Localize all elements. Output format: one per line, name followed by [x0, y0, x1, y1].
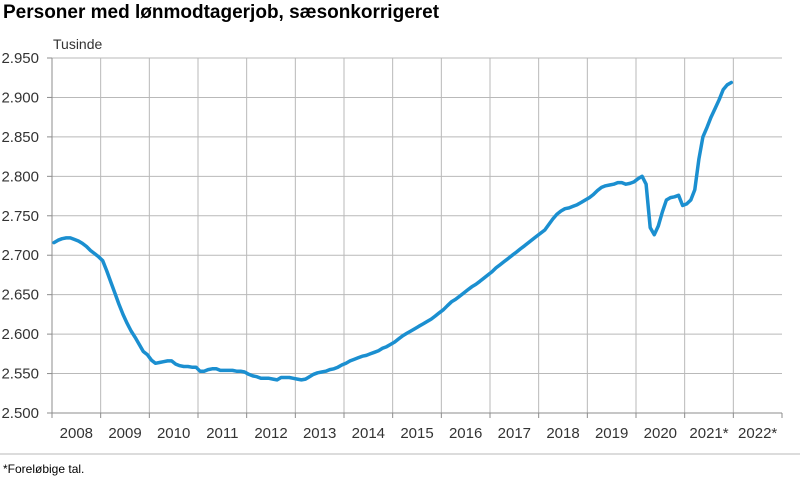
x-tick-label: 2011	[206, 425, 238, 442]
y-axis-unit-label: Tusinde	[53, 36, 103, 52]
x-tick-label: 2012	[254, 425, 287, 442]
x-tick-label: 2018	[546, 425, 579, 442]
x-tick-label: 2019	[595, 425, 628, 442]
y-tick-label: 2.550	[1, 366, 39, 383]
x-tick-label: 2008	[60, 425, 93, 442]
y-tick-label: 2.800	[1, 168, 39, 185]
x-tick-label: 2016	[449, 425, 482, 442]
x-tick-label: 2014	[352, 425, 385, 442]
y-tick-label: 2.950	[1, 50, 39, 67]
x-tick-label: 2021*	[689, 425, 728, 442]
y-tick-labels: 2.500 2.550 2.600 2.650 2.700 2.750 2.800 2.850…	[1, 50, 39, 422]
x-tick-label: 2022*	[738, 425, 777, 442]
x-tick-label: 2009	[108, 425, 141, 442]
x-tick-label: 2015	[400, 425, 433, 442]
axes	[47, 57, 783, 418]
x-tick-label: 2013	[303, 425, 336, 442]
grid-lines	[52, 57, 782, 413]
x-tick-label: 2010	[157, 425, 190, 442]
series-line	[52, 80, 734, 382]
y-tick-label: 2.700	[1, 247, 39, 264]
x-tick-label: 2017	[498, 425, 531, 442]
series-layer	[52, 80, 734, 382]
y-tick-label: 2.750	[1, 208, 39, 225]
y-tick-label: 2.500	[1, 405, 39, 422]
y-tick-label: 2.650	[1, 287, 39, 304]
x-tick-label: 2020	[644, 425, 677, 442]
footnote: *Foreløbige tal.	[3, 462, 85, 476]
y-tick-label: 2.900	[1, 89, 39, 106]
x-tick-labels: 2008 2009 2010 2011 2012 2013 2014 2015 2016 2017…	[60, 425, 778, 442]
y-tick-label: 2.600	[1, 326, 39, 343]
y-tick-label: 2.850	[1, 129, 39, 146]
chart-title: Personer med lønmodtagerjob, sæsonkorrig…	[3, 2, 440, 23]
